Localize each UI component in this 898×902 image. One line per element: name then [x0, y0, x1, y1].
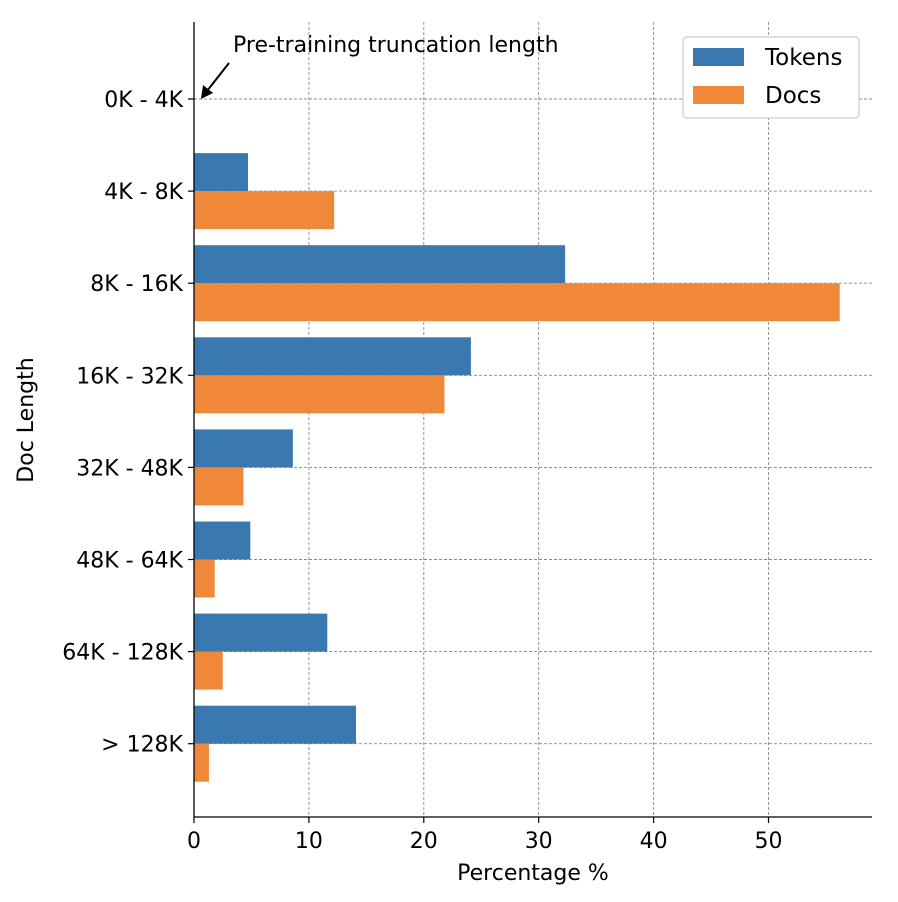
- bar-tokens: [194, 337, 471, 376]
- y-tick-label: 4K - 8K: [104, 180, 183, 205]
- y-tick-label: 0K - 4K: [104, 88, 183, 113]
- y-axis-title: Doc Length: [14, 357, 39, 482]
- y-tick-label: 48K - 64K: [76, 549, 183, 574]
- bar-docs: [194, 651, 223, 690]
- bar-docs: [194, 191, 335, 230]
- y-tick-label: 16K - 32K: [76, 364, 183, 389]
- legend-label-docs: Docs: [765, 83, 821, 109]
- bar-docs: [194, 375, 445, 414]
- bar-tokens: [194, 153, 249, 192]
- annotation-arrow-shaft: [206, 62, 230, 92]
- y-tick-label: > 128K: [101, 733, 183, 758]
- x-tick-label: 0: [187, 829, 201, 854]
- legend-swatch-tokens: [693, 48, 744, 66]
- x-axis-title: Percentage %: [457, 861, 609, 886]
- x-tick-label: 50: [755, 829, 783, 854]
- x-tick-label: 10: [295, 829, 323, 854]
- annotation-arrow-head: [201, 85, 213, 99]
- x-tick-label: 30: [525, 829, 553, 854]
- y-ticks: 0K - 4K 4K - 8K 8K - 16K 16K - 32K 32K - 48K…: [62, 88, 194, 758]
- bar-docs: [194, 743, 209, 782]
- bars: [194, 153, 840, 782]
- y-tick-label: 8K - 16K: [90, 272, 183, 297]
- y-tick-label: 64K - 128K: [62, 641, 183, 666]
- annotation: Pre-training truncation length: [201, 33, 559, 99]
- grid: [194, 22, 872, 817]
- bar-tokens: [194, 245, 566, 284]
- bar-tokens: [194, 613, 328, 652]
- y-tick-label: 32K - 48K: [76, 456, 183, 481]
- bar-tokens: [194, 705, 357, 744]
- legend-swatch-docs: [693, 86, 744, 104]
- bar-tokens: [194, 521, 251, 560]
- x-tick-label: 40: [640, 829, 668, 854]
- bar-docs: [194, 559, 215, 598]
- bar-docs: [194, 283, 840, 322]
- axes: [193, 22, 872, 818]
- annotation-text: Pre-training truncation length: [233, 33, 559, 58]
- x-tick-label: 20: [410, 829, 438, 854]
- bar-tokens: [194, 429, 293, 468]
- legend: Tokens Docs: [682, 36, 860, 119]
- x-ticks: 0 10 20 30 40 50: [187, 817, 783, 854]
- legend-label-tokens: Tokens: [764, 45, 842, 71]
- bar-docs: [194, 467, 244, 506]
